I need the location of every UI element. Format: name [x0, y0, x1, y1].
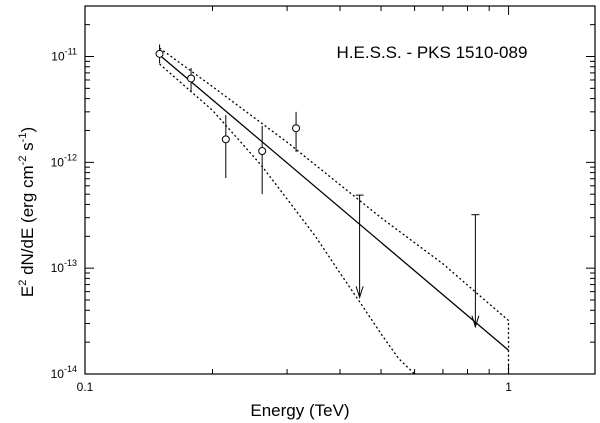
- confidence-band-lower: [159, 63, 416, 375]
- axis-ticks: [84, 5, 595, 375]
- y-axis-label-body: dN/dE (erg cm: [18, 165, 37, 279]
- y-tick-label-base: 10: [51, 261, 65, 275]
- y-tick-label-exp: -14: [64, 364, 77, 374]
- upper-limit-arrow: [471, 315, 480, 329]
- y-tick-label-exp: -13: [64, 258, 77, 268]
- y-axis-label-e: E: [18, 286, 37, 297]
- y-tick-label: 10-14: [51, 364, 77, 381]
- upper-limit-arrow: [355, 286, 364, 299]
- x-tick-label: 1: [505, 380, 512, 394]
- data-point: [258, 146, 267, 155]
- chart-title: H.E.S.S. - PKS 1510-089: [337, 43, 528, 62]
- y-tick-label: 10-11: [51, 46, 77, 63]
- y-tick-label-base: 10: [51, 49, 65, 63]
- confidence-band-upper: [159, 47, 510, 374]
- y-tick-label-base: 10: [51, 367, 65, 381]
- y-axis-label: E2 dN/dE (erg cm-2 s-1): [17, 127, 37, 297]
- y-axis-label-close: ): [18, 127, 37, 133]
- y-tick-label-exp: -11: [65, 46, 77, 56]
- y-axis-label-s: s: [18, 142, 37, 155]
- y-axis-label-sup: 2: [17, 280, 29, 286]
- data-points: [155, 44, 480, 329]
- y-axis-label-sup2: -2: [17, 156, 29, 166]
- data-point: [155, 49, 164, 58]
- x-axis-label: Energy (TeV): [250, 401, 349, 420]
- data-point: [187, 74, 196, 83]
- y-tick-label-base: 10: [51, 155, 65, 169]
- model-curves: [159, 47, 510, 375]
- data-point: [292, 124, 301, 133]
- y-tick-label-exp: -12: [64, 152, 77, 162]
- y-tick-label: 10-12: [51, 152, 77, 169]
- y-tick-label: 10-13: [51, 258, 77, 275]
- fit-line: [159, 54, 509, 351]
- data-point: [221, 135, 230, 144]
- y-axis-label-sup3: -1: [17, 133, 29, 143]
- x-tick-label: 0.1: [77, 380, 94, 394]
